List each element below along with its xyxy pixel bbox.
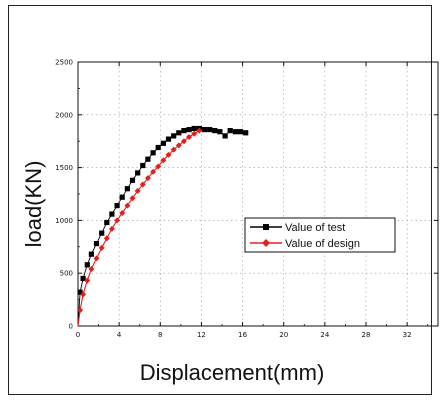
x-tick-label: 32 (403, 331, 412, 339)
series-design (77, 127, 203, 327)
design-point (80, 291, 87, 298)
test-point (140, 162, 146, 169)
test-point (99, 230, 105, 236)
design-point (191, 130, 198, 137)
x-tick-label: 4 (117, 331, 122, 339)
y-tick-label: 2000 (55, 111, 73, 119)
design-point (186, 133, 193, 140)
test-point (201, 127, 208, 133)
test-point (227, 128, 233, 134)
design-point (155, 163, 162, 170)
y-axis-label: load(KN) (21, 161, 46, 248)
plot-area-border (77, 61, 439, 327)
test-point (104, 219, 110, 226)
test-point (217, 129, 223, 135)
test-point (181, 128, 187, 134)
tick-layer: 0 4 8 12 16 20 24 28 32 0 500 1000 1500 2000 2500 (55, 59, 438, 339)
design-point (84, 277, 91, 284)
design-point (98, 244, 105, 251)
design-point (180, 138, 187, 145)
test-point (237, 129, 244, 135)
x-tick-label: 24 (320, 331, 329, 339)
design-point (196, 127, 203, 134)
test-point (93, 241, 100, 247)
design-point (139, 181, 146, 188)
design-point (170, 146, 177, 153)
test-point (129, 177, 136, 183)
design-point (119, 210, 126, 217)
x-tick-label: 0 (76, 331, 80, 339)
design-point (150, 168, 157, 175)
test-point (207, 127, 213, 133)
test-point (119, 194, 125, 200)
design-point (175, 142, 182, 149)
design-point (144, 175, 151, 182)
legend-label-design: Value of design (285, 238, 360, 250)
test-point (124, 186, 130, 192)
design-point (103, 235, 110, 242)
design-point (108, 225, 115, 232)
series-layer (77, 125, 249, 327)
test-point (109, 211, 115, 217)
grid-layer (78, 62, 438, 326)
y-tick-label: 500 (60, 270, 73, 278)
test-point (243, 130, 249, 136)
legend-marker-test (263, 224, 269, 230)
series-test-line (77, 128, 246, 327)
test-point (222, 133, 228, 139)
x-tick-label: 8 (158, 331, 162, 339)
test-point (165, 136, 172, 142)
test-point (212, 128, 218, 134)
x-tick-label: 12 (197, 331, 206, 339)
test-point (114, 203, 120, 209)
test-point (191, 125, 197, 132)
test-point (176, 130, 182, 136)
design-point (88, 265, 95, 272)
x-axis-label: Displacement(mm) (140, 360, 325, 385)
design-point (124, 202, 131, 209)
test-point (88, 251, 94, 257)
test-point (145, 156, 151, 162)
y-tick-label: 2500 (55, 59, 73, 67)
legend-box (244, 217, 396, 253)
test-point (135, 170, 141, 176)
test-point (77, 289, 83, 295)
figure-frame (8, 5, 432, 395)
x-tick-label: 28 (362, 331, 371, 339)
design-point (77, 307, 84, 314)
legend-label-test: Value of test (285, 222, 345, 234)
test-point (171, 133, 177, 139)
legend: Value of test Value of design (244, 217, 396, 253)
test-point (150, 150, 156, 156)
design-point (114, 217, 121, 224)
x-tick-label: 16 (238, 331, 247, 339)
design-point (134, 187, 141, 194)
y-tick-label: 1000 (55, 217, 73, 225)
design-point (93, 255, 100, 262)
design-point (160, 157, 167, 164)
test-point (84, 262, 90, 268)
test-point (155, 144, 161, 151)
y-tick-label: 1500 (55, 164, 73, 172)
series-test (77, 125, 249, 327)
test-point (232, 129, 238, 135)
legend-marker-design (262, 239, 270, 247)
design-point (129, 195, 136, 202)
test-point (186, 127, 192, 133)
y-tick-label: 0 (69, 323, 73, 331)
design-point (165, 151, 172, 158)
test-point (80, 275, 86, 282)
series-design-line (77, 130, 200, 327)
x-tick-label: 20 (279, 331, 288, 339)
test-point (160, 140, 166, 146)
